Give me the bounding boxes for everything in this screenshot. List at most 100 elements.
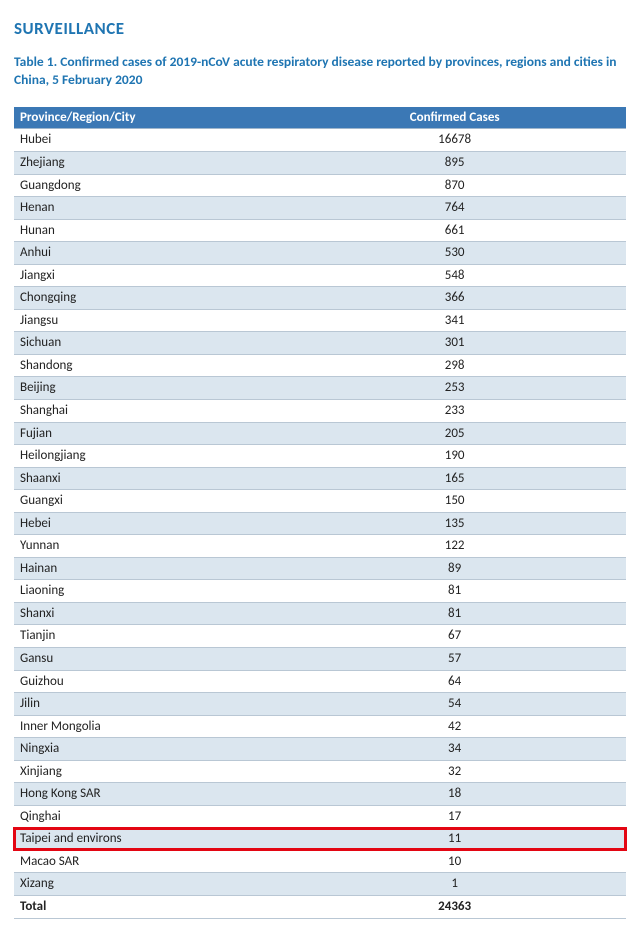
cell-cases: 89: [283, 557, 626, 580]
cell-region: Macao SAR: [14, 850, 283, 873]
cell-cases: 67: [283, 625, 626, 648]
table-row: Guizhou64: [14, 670, 626, 693]
table-row-total: Total24363: [14, 896, 626, 919]
cell-region: Tianjin: [14, 625, 283, 648]
table-row: Liaoning81: [14, 580, 626, 603]
cell-cases: 18: [283, 783, 626, 806]
cell-region: Ningxia: [14, 738, 283, 761]
cell-region: Inner Mongolia: [14, 715, 283, 738]
table-row: Hunan661: [14, 219, 626, 242]
cell-cases: 205: [283, 422, 626, 445]
cell-region: Jiangxi: [14, 264, 283, 287]
table-row: Gansu57: [14, 648, 626, 671]
cell-cases: 34: [283, 738, 626, 761]
cell-total-cases: 24363: [283, 896, 626, 919]
table-row: Shandong298: [14, 354, 626, 377]
cases-table: Province/Region/City Confirmed Cases Hub…: [14, 107, 626, 918]
cell-region: Shanghai: [14, 400, 283, 423]
cell-cases: 57: [283, 648, 626, 671]
cell-region: Xinjiang: [14, 760, 283, 783]
table-row: Anhui530: [14, 242, 626, 265]
cell-cases: 661: [283, 219, 626, 242]
cell-region: Zhejiang: [14, 151, 283, 174]
cell-region: Hunan: [14, 219, 283, 242]
cell-cases: 165: [283, 467, 626, 490]
cell-region: Fujian: [14, 422, 283, 445]
cell-region: Gansu: [14, 648, 283, 671]
cell-region: Hebei: [14, 512, 283, 535]
cell-cases: 17: [283, 805, 626, 828]
cell-region: Shanxi: [14, 602, 283, 625]
cell-region: Sichuan: [14, 332, 283, 355]
cell-region: Jilin: [14, 693, 283, 716]
table-row: Hong Kong SAR18: [14, 783, 626, 806]
cell-cases: 341: [283, 309, 626, 332]
table-row: Shanxi81: [14, 602, 626, 625]
table-body: Hubei16678Zhejiang895Guangdong870Henan76…: [14, 129, 626, 918]
cell-cases: 366: [283, 287, 626, 310]
table-row: Xizang1: [14, 873, 626, 896]
table-row: Henan764: [14, 197, 626, 220]
cell-cases: 190: [283, 445, 626, 468]
cell-region: Hong Kong SAR: [14, 783, 283, 806]
cell-cases: 122: [283, 535, 626, 558]
table-row: Guangxi150: [14, 490, 626, 513]
cell-cases: 870: [283, 174, 626, 197]
table-row: Fujian205: [14, 422, 626, 445]
cell-cases: 54: [283, 693, 626, 716]
cell-region: Jiangsu: [14, 309, 283, 332]
cell-cases: 548: [283, 264, 626, 287]
cell-cases: 301: [283, 332, 626, 355]
cell-region: Guizhou: [14, 670, 283, 693]
col-header-cases: Confirmed Cases: [283, 107, 626, 129]
cell-cases: 895: [283, 151, 626, 174]
cell-cases: 32: [283, 760, 626, 783]
table-row: Shanghai233: [14, 400, 626, 423]
cell-region: Henan: [14, 197, 283, 220]
cell-region: Liaoning: [14, 580, 283, 603]
cell-total-label: Total: [14, 896, 283, 919]
cell-region: Anhui: [14, 242, 283, 265]
table-row: Zhejiang895: [14, 151, 626, 174]
cell-cases: 764: [283, 197, 626, 220]
table-row: Macao SAR10: [14, 850, 626, 873]
table-caption: Table 1. Confirmed cases of 2019-nCoV ac…: [14, 53, 626, 89]
cell-region: Heilongjiang: [14, 445, 283, 468]
cell-region: Hubei: [14, 129, 283, 152]
cell-cases: 42: [283, 715, 626, 738]
cell-region: Qinghai: [14, 805, 283, 828]
table-header-row: Province/Region/City Confirmed Cases: [14, 107, 626, 129]
table-row: Hebei135: [14, 512, 626, 535]
cell-region: Chongqing: [14, 287, 283, 310]
cell-cases: 11: [283, 828, 626, 851]
col-header-region: Province/Region/City: [14, 107, 283, 129]
table-row: Qinghai17: [14, 805, 626, 828]
table-row: Beijing253: [14, 377, 626, 400]
cell-region: Guangdong: [14, 174, 283, 197]
cell-cases: 81: [283, 602, 626, 625]
cell-cases: 81: [283, 580, 626, 603]
table-row: Xinjiang32: [14, 760, 626, 783]
table-row: Sichuan301: [14, 332, 626, 355]
cell-cases: 64: [283, 670, 626, 693]
cell-region: Taipei and environs: [14, 828, 283, 851]
cell-region: Hainan: [14, 557, 283, 580]
table-row: Yunnan122: [14, 535, 626, 558]
table-row: Tianjin67: [14, 625, 626, 648]
cell-cases: 253: [283, 377, 626, 400]
cell-region: Shandong: [14, 354, 283, 377]
table-row: Jiangxi548: [14, 264, 626, 287]
cell-region: Guangxi: [14, 490, 283, 513]
table-row: Heilongjiang190: [14, 445, 626, 468]
cell-cases: 1: [283, 873, 626, 896]
table-row: Hainan89: [14, 557, 626, 580]
table-row: Taipei and environs11: [14, 828, 626, 851]
table-row: Inner Mongolia42: [14, 715, 626, 738]
table-row: Jilin54: [14, 693, 626, 716]
cell-region: Yunnan: [14, 535, 283, 558]
cell-cases: 150: [283, 490, 626, 513]
cell-cases: 135: [283, 512, 626, 535]
cell-cases: 530: [283, 242, 626, 265]
table-row: Ningxia34: [14, 738, 626, 761]
cell-region: Beijing: [14, 377, 283, 400]
